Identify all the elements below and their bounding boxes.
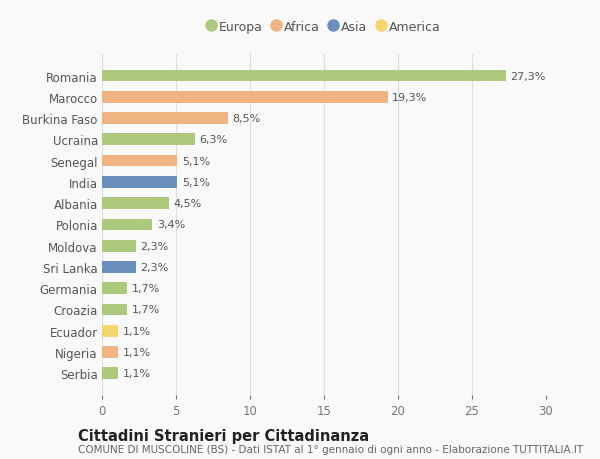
Bar (102, 134, 195, 146)
Bar (102, 347, 118, 358)
Text: 2,3%: 2,3% (140, 263, 169, 272)
Bar (102, 325, 118, 337)
Text: COMUNE DI MUSCOLINE (BS) - Dati ISTAT al 1° gennaio di ogni anno - Elaborazione : COMUNE DI MUSCOLINE (BS) - Dati ISTAT al… (78, 444, 583, 454)
Text: 1,1%: 1,1% (123, 326, 151, 336)
Bar (102, 92, 388, 103)
Bar (102, 177, 178, 188)
Bar (102, 156, 178, 167)
Bar (102, 219, 152, 231)
Bar (102, 113, 228, 125)
Legend: Europa, Africa, Asia, America: Europa, Africa, Asia, America (208, 21, 440, 34)
Bar (102, 241, 136, 252)
Bar (102, 304, 127, 316)
Text: 4,5%: 4,5% (173, 199, 201, 209)
Bar (102, 368, 118, 379)
Text: 5,1%: 5,1% (182, 156, 210, 166)
Text: 8,5%: 8,5% (232, 114, 260, 124)
Bar (102, 262, 136, 273)
Text: 3,4%: 3,4% (157, 220, 185, 230)
Text: 5,1%: 5,1% (182, 178, 210, 187)
Text: 1,7%: 1,7% (131, 305, 160, 315)
Bar (102, 283, 127, 294)
Text: 2,3%: 2,3% (140, 241, 169, 251)
Text: 1,7%: 1,7% (131, 284, 160, 294)
Bar (102, 198, 169, 209)
Bar (102, 71, 506, 82)
Text: 19,3%: 19,3% (392, 93, 427, 102)
Text: 6,3%: 6,3% (200, 135, 228, 145)
Text: 1,1%: 1,1% (123, 369, 151, 379)
Text: Cittadini Stranieri per Cittadinanza: Cittadini Stranieri per Cittadinanza (78, 428, 369, 443)
Text: 1,1%: 1,1% (123, 347, 151, 357)
Text: 27,3%: 27,3% (511, 71, 546, 81)
